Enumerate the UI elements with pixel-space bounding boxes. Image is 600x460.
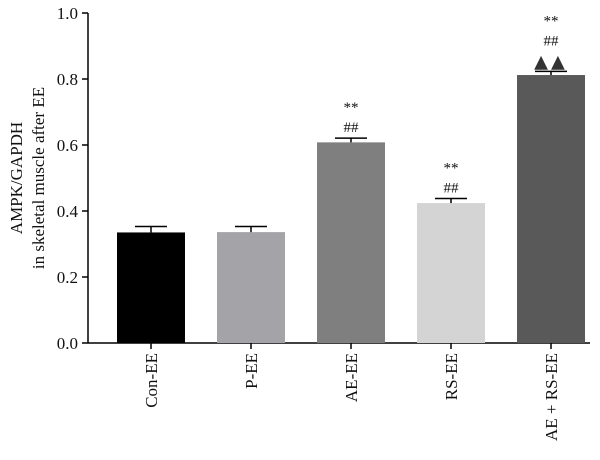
y-tick-label: 0.8 (57, 70, 78, 89)
significance-marker: ** (544, 13, 559, 29)
bars (117, 70, 585, 343)
y-tick-label: 0.6 (57, 136, 78, 155)
y-tick-label: 0.0 (57, 334, 78, 353)
bar (517, 75, 585, 343)
significance-marker: ▲▲ (534, 51, 568, 72)
bar (317, 142, 385, 343)
significance-marker: ** (444, 160, 459, 176)
significance-marker: ## (544, 33, 560, 49)
y-tick-label: 1.0 (57, 4, 78, 23)
y-tick-label: 0.2 (57, 268, 78, 287)
y-axis-label-line-2: in skeletal muscle after EE (29, 87, 48, 269)
bar (217, 232, 285, 343)
y-tick-label: 0.4 (57, 202, 79, 221)
significance-marker: ## (444, 180, 460, 196)
x-tick-label: RS-EE (442, 353, 461, 400)
axes: 0.0 0.2 0.4 0.6 0.8 1.0 Con-EE P-EE AE-EE RS-EE AE… (57, 4, 590, 441)
y-axis-label: AMPK/GAPDH in skeletal muscle after EE (7, 87, 48, 269)
y-axis-label-line-1: AMPK/GAPDH (7, 122, 26, 234)
bar (417, 203, 485, 343)
x-tick-label: AE-EE (342, 353, 361, 402)
significance-marker: ** (344, 100, 359, 116)
x-tick-label: AE + RS-EE (542, 353, 561, 441)
bar (117, 232, 185, 343)
x-tick-label: P-EE (242, 353, 261, 389)
significance-annotations: ## ** ## ** ▲▲ ## ** (344, 13, 568, 196)
significance-marker: ## (344, 120, 360, 136)
x-tick-label: Con-EE (142, 353, 161, 408)
